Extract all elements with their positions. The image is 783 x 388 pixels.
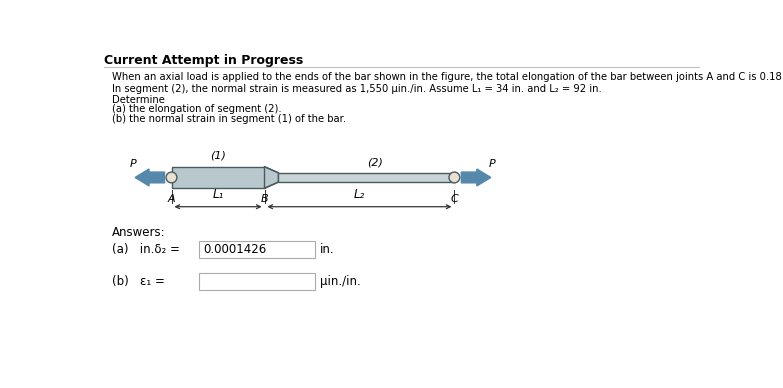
Text: μin./in.: μin./in. bbox=[319, 275, 360, 288]
Polygon shape bbox=[265, 167, 279, 188]
Text: (b)   ε₁ =: (b) ε₁ = bbox=[112, 275, 164, 288]
Text: When an axial load is applied to the ends of the bar shown in the figure, the to: When an axial load is applied to the end… bbox=[112, 72, 783, 82]
Text: 0.0001426: 0.0001426 bbox=[204, 242, 266, 256]
Text: Answers:: Answers: bbox=[112, 226, 165, 239]
Text: L₁: L₁ bbox=[212, 187, 224, 201]
FancyArrow shape bbox=[135, 169, 164, 186]
Text: A: A bbox=[168, 194, 175, 204]
Text: in.: in. bbox=[319, 242, 334, 256]
Circle shape bbox=[166, 172, 177, 183]
Text: (a) the elongation of segment (2).: (a) the elongation of segment (2). bbox=[112, 104, 281, 114]
Text: Determine: Determine bbox=[112, 95, 164, 105]
Text: (b) the normal strain in segment (1) of the bar.: (b) the normal strain in segment (1) of … bbox=[112, 114, 346, 123]
Text: C: C bbox=[450, 194, 458, 204]
Text: In segment (2), the normal strain is measured as 1,550 μin./in. Assume L₁ = 34 i: In segment (2), the normal strain is mea… bbox=[112, 83, 601, 94]
Bar bbox=[171, 167, 265, 188]
Text: Current Attempt in Progress: Current Attempt in Progress bbox=[104, 54, 303, 67]
Text: P: P bbox=[489, 159, 496, 169]
Text: L₂: L₂ bbox=[354, 187, 365, 201]
Bar bbox=[199, 241, 315, 258]
Text: B: B bbox=[261, 194, 269, 204]
Text: (2): (2) bbox=[367, 157, 383, 167]
Bar bbox=[199, 273, 315, 290]
Circle shape bbox=[449, 172, 460, 183]
Text: (a)   in.δ₂ =: (a) in.δ₂ = bbox=[112, 242, 180, 256]
Bar bbox=[279, 173, 454, 182]
Text: (1): (1) bbox=[210, 151, 226, 161]
FancyArrow shape bbox=[461, 169, 491, 186]
Text: P: P bbox=[130, 159, 137, 169]
